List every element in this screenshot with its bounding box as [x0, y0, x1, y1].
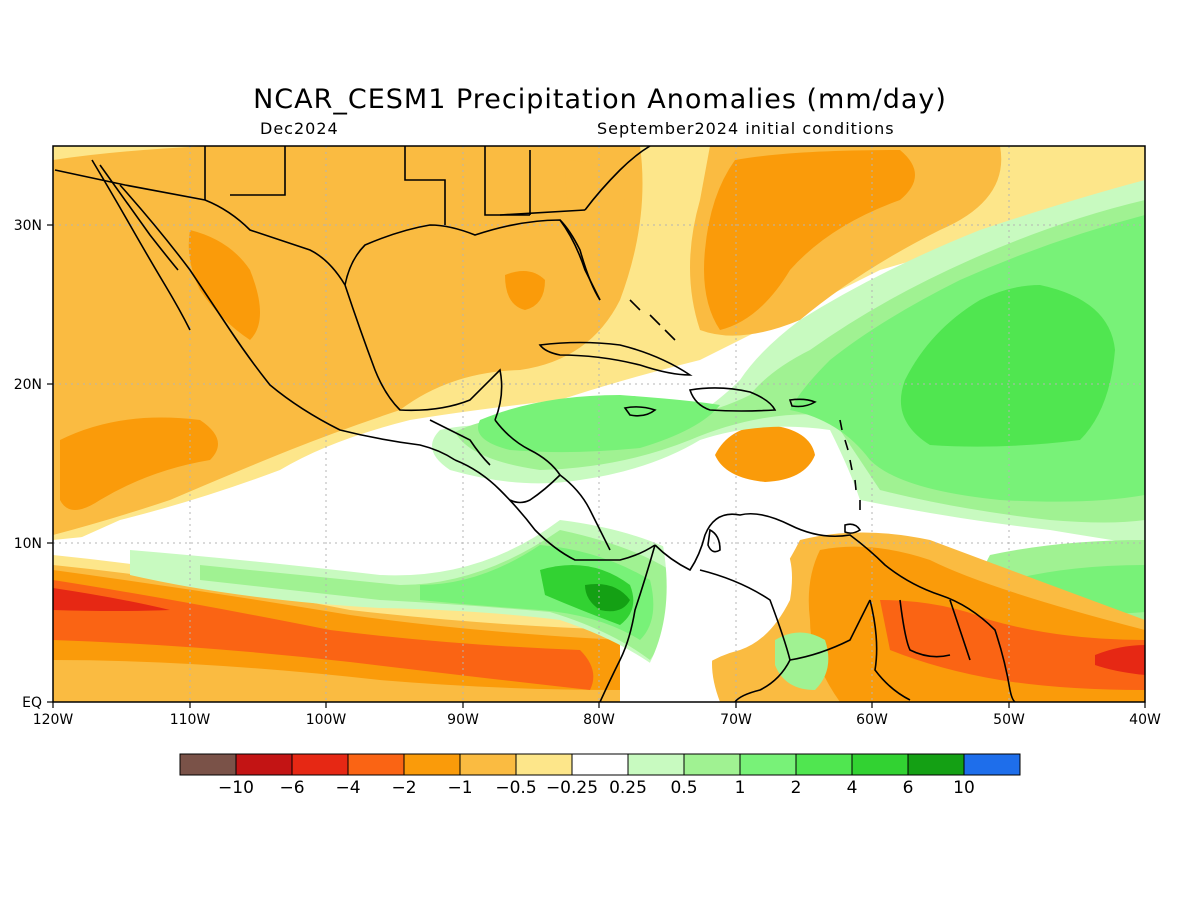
lon-label: 60W [856, 712, 888, 728]
lon-label: 90W [447, 712, 479, 728]
wet-core-atlantic [900, 285, 1115, 447]
lat-label: 30N [14, 218, 42, 234]
dry-core-mexico [188, 230, 260, 340]
lon-label: 80W [583, 712, 615, 728]
colorbar-swatch [291, 753, 349, 776]
wet-peak-panama [585, 584, 630, 612]
colorbar-swatch [179, 753, 237, 776]
dry-core-south-pacific [53, 588, 170, 611]
colorbar-swatch [963, 753, 1021, 776]
colorbar-label: 0.25 [609, 778, 647, 798]
map-title: NCAR_CESM1 Precipitation Anomalies (mm/d… [253, 84, 947, 115]
anomaly-field [53, 146, 1145, 702]
colorbar-swatch [459, 753, 517, 776]
colorbar-swatch [851, 753, 909, 776]
colorbar-swatch [795, 753, 853, 776]
colorbar-label: 6 [903, 778, 914, 798]
init-conditions-label: September2024 initial conditions [597, 119, 895, 138]
lon-label: 120W [33, 712, 74, 728]
colorbar-label: −10 [218, 778, 254, 798]
coastlines [54, 146, 1016, 702]
axis-ticks [47, 224, 1146, 708]
dry-core-pacific [60, 417, 218, 510]
colorbar-swatch [235, 753, 293, 776]
colorbar-label: 4 [847, 778, 858, 798]
colorbar-swatch [627, 753, 685, 776]
lat-label: EQ [22, 695, 42, 711]
dry-core-gulf-east [505, 271, 545, 310]
colorbar-label: 2 [791, 778, 802, 798]
dry-band-south-pacific-deep [53, 580, 594, 690]
colorbar-swatch [515, 753, 573, 776]
dry-core-caribbean [715, 425, 815, 482]
dry-core-east-atlantic [1095, 645, 1145, 675]
colorbar-label: −0.5 [495, 778, 536, 798]
dry-core-atlantic [704, 150, 915, 330]
dry-deep-guianas [880, 600, 1145, 690]
lat-label: 20N [14, 377, 42, 393]
colorbar-swatch [683, 753, 741, 776]
lat-label: 10N [14, 536, 42, 552]
lon-label: 70W [720, 712, 752, 728]
lon-label: 50W [993, 712, 1025, 728]
colorbar: −10 −6 −4 −2 −1 −0.5 −0.25 0.25 0.5 1 2 4 6 10 [179, 753, 1021, 798]
colorbar-label: 0.5 [670, 778, 697, 798]
colorbar-swatch [403, 753, 461, 776]
colorbar-label: −1 [447, 778, 472, 798]
lon-label: 110W [170, 712, 211, 728]
lon-labels: 120W 110W 100W 90W 80W 70W 60W 50W 40W [33, 712, 1161, 728]
neutral-area-colombia [640, 523, 792, 702]
lon-label: 100W [306, 712, 347, 728]
colorbar-swatch [739, 753, 797, 776]
wet-area-venezuela [775, 632, 829, 690]
lon-label: 40W [1129, 712, 1161, 728]
colorbar-label: −0.25 [546, 778, 598, 798]
colorbar-swatch [571, 753, 629, 776]
neutral-strip-pacific [53, 523, 320, 555]
colorbar-label: −4 [335, 778, 360, 798]
colorbar-swatch [347, 753, 405, 776]
valid-month-label: Dec2024 [260, 119, 339, 138]
colorbar-swatch [907, 753, 965, 776]
dry-core-florida [565, 160, 625, 250]
colorbar-label: −2 [391, 778, 416, 798]
colorbar-label: −6 [279, 778, 304, 798]
colorbar-label: 1 [735, 778, 746, 798]
colorbar-label: 10 [953, 778, 975, 798]
lat-labels: EQ 10N 20N 30N [14, 218, 42, 711]
